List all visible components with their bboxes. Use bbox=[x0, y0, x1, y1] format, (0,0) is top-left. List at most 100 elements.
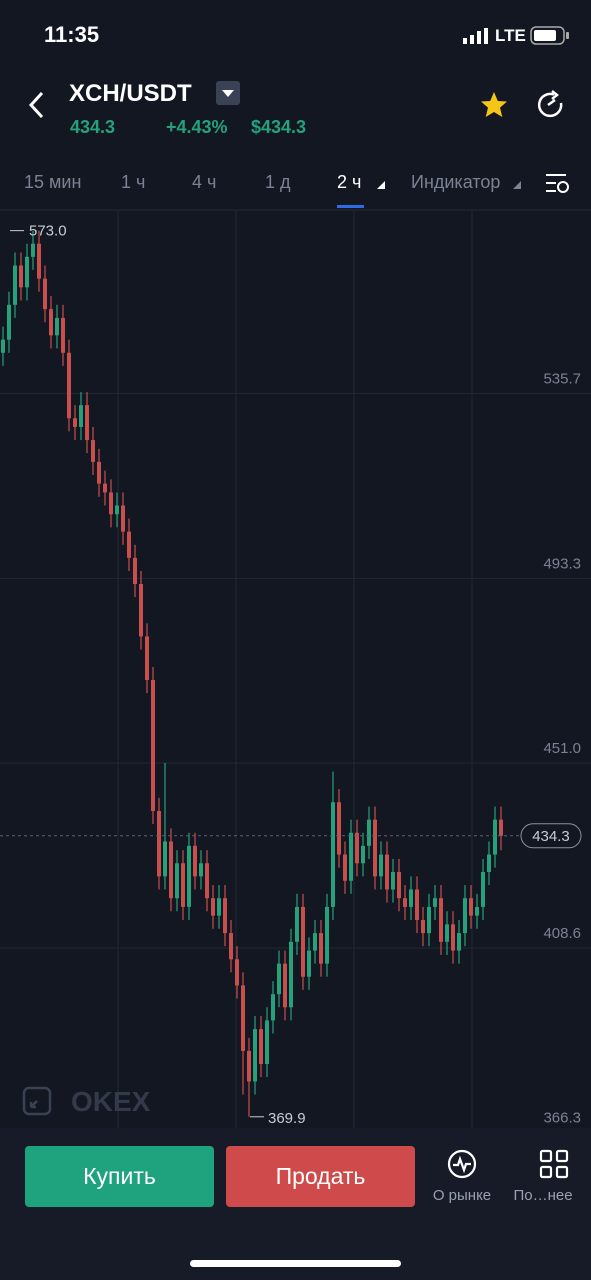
candle-body bbox=[481, 872, 485, 907]
candle-body bbox=[355, 832, 359, 864]
interval-tab[interactable]: 4 ч bbox=[192, 172, 217, 192]
candle-body bbox=[265, 1020, 269, 1064]
active-tab-underline bbox=[337, 205, 364, 208]
candle-body bbox=[367, 819, 371, 846]
interval-tab[interactable]: 15 мин bbox=[24, 172, 82, 192]
buy-button[interactable]: Купить bbox=[25, 1146, 214, 1207]
last-price: 434.3 bbox=[70, 117, 116, 137]
y-tick-label: 535.7 bbox=[543, 370, 581, 387]
refresh-button[interactable] bbox=[535, 89, 567, 121]
battery-icon bbox=[530, 26, 569, 45]
favorite-star[interactable] bbox=[479, 90, 509, 120]
candle-body bbox=[475, 906, 479, 916]
candle-body bbox=[163, 841, 167, 877]
candle-body bbox=[277, 963, 281, 995]
candle-body bbox=[253, 1029, 257, 1082]
candle-body bbox=[115, 505, 119, 515]
candle-body bbox=[307, 950, 311, 977]
candle-body bbox=[157, 810, 161, 877]
candle-body bbox=[223, 898, 227, 934]
interval-tab[interactable]: 1 д bbox=[265, 172, 291, 192]
candle-body bbox=[319, 933, 323, 964]
candle-body bbox=[151, 680, 155, 811]
candle-body bbox=[415, 889, 419, 921]
candle-body bbox=[409, 889, 413, 907]
candle-body bbox=[295, 906, 299, 942]
candle-body bbox=[85, 405, 89, 441]
candle-body bbox=[457, 933, 461, 951]
max-marker-label: 573.0 bbox=[29, 223, 67, 240]
candle-body bbox=[451, 924, 455, 951]
watermark-icon bbox=[22, 1086, 52, 1116]
current-price-label: 434.3 bbox=[532, 828, 570, 845]
market-label[interactable]: О рынке bbox=[432, 1187, 492, 1204]
candle-body bbox=[127, 531, 131, 558]
candle-body bbox=[301, 906, 305, 977]
candle-body bbox=[73, 418, 77, 427]
candle-body bbox=[199, 863, 203, 877]
candle-body bbox=[133, 557, 137, 585]
back-button[interactable] bbox=[26, 90, 48, 120]
candle-body bbox=[55, 317, 59, 336]
interval-tab[interactable]: 1 ч bbox=[121, 172, 146, 192]
current-price-box bbox=[520, 823, 582, 849]
candle-body bbox=[37, 243, 41, 279]
candle-body bbox=[43, 278, 47, 310]
candle-body bbox=[7, 304, 11, 340]
candle-body bbox=[271, 994, 275, 1021]
candle-body bbox=[229, 933, 233, 960]
candle-body bbox=[313, 933, 317, 951]
candle-body bbox=[97, 461, 101, 484]
candle-body bbox=[385, 854, 389, 890]
candle-body bbox=[289, 941, 293, 1008]
candle-body bbox=[283, 963, 287, 1008]
sell-button[interactable]: Продать bbox=[226, 1146, 415, 1207]
more-icon[interactable] bbox=[539, 1149, 569, 1179]
candle-body bbox=[187, 845, 191, 907]
candle-body bbox=[13, 265, 17, 305]
candle-body bbox=[205, 863, 209, 899]
candle-body bbox=[241, 985, 245, 1051]
interval-tab-active[interactable]: 2 ч bbox=[337, 172, 362, 192]
candle-body bbox=[373, 819, 377, 877]
candle-body bbox=[247, 1050, 251, 1082]
candle-body bbox=[439, 898, 443, 942]
y-tick-label: 451.0 bbox=[543, 740, 581, 757]
candle-body bbox=[31, 243, 35, 257]
home-indicator bbox=[190, 1260, 401, 1267]
candle-body bbox=[421, 920, 425, 934]
market-icon[interactable] bbox=[446, 1148, 478, 1180]
pair-title[interactable]: XCH/USDT bbox=[69, 80, 192, 107]
candle-body bbox=[499, 819, 503, 836]
indicator-tab[interactable]: Индикатор bbox=[411, 172, 501, 192]
candle-body bbox=[463, 898, 467, 934]
candle-body bbox=[103, 483, 107, 493]
chart-settings[interactable] bbox=[544, 172, 572, 196]
tab-arrow bbox=[377, 181, 385, 189]
candle-body bbox=[391, 872, 395, 890]
candle-body bbox=[361, 845, 365, 864]
status-time: 11:35 bbox=[44, 22, 100, 47]
y-tick-label: 408.6 bbox=[543, 925, 581, 942]
candle-body bbox=[67, 352, 71, 419]
y-tick-label: 493.3 bbox=[543, 555, 581, 572]
candle-body bbox=[397, 872, 401, 899]
candle-body bbox=[487, 854, 491, 873]
candle-body bbox=[433, 898, 437, 907]
candle-body bbox=[403, 898, 407, 907]
watermark: OKEX bbox=[71, 1086, 151, 1117]
candle-body bbox=[259, 1029, 263, 1064]
candle-body bbox=[193, 845, 197, 877]
candle-body bbox=[175, 863, 179, 899]
more-label[interactable]: По…нее bbox=[513, 1187, 573, 1204]
candle-body bbox=[211, 898, 215, 916]
candle-body bbox=[61, 317, 65, 353]
pair-dropdown[interactable] bbox=[216, 81, 240, 105]
candle-body bbox=[331, 802, 335, 907]
candle-body bbox=[445, 924, 449, 942]
candle-body bbox=[235, 959, 239, 986]
min-marker-label: 369.9 bbox=[268, 1110, 306, 1127]
candle-body bbox=[217, 898, 221, 916]
y-tick-label: 366.3 bbox=[543, 1110, 581, 1127]
